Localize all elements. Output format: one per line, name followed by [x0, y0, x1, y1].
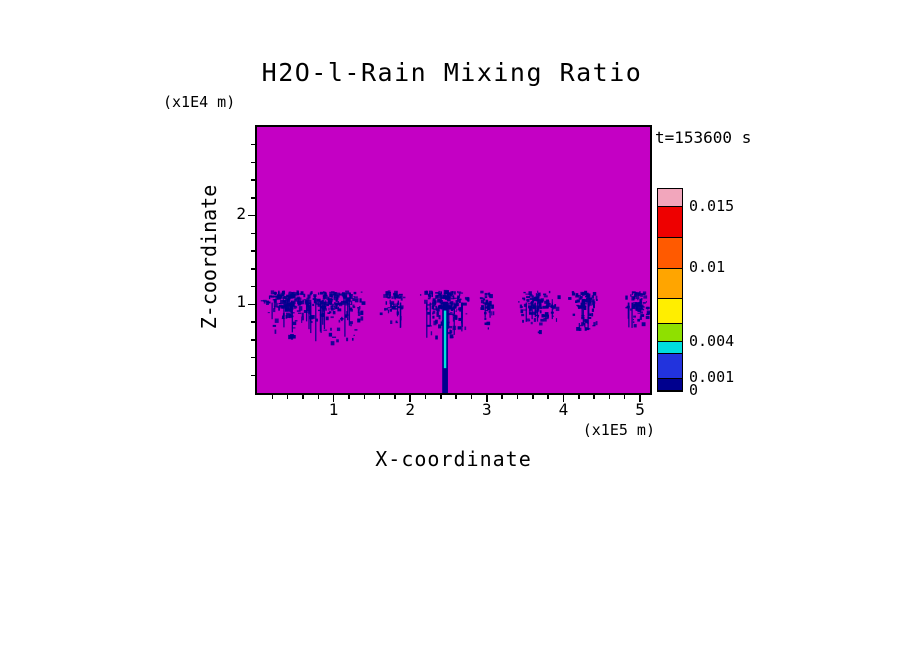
colorbar-segment: [658, 299, 682, 324]
colorbar-tick-label: 0.015: [689, 196, 735, 215]
z-minor-tick: [251, 285, 255, 288]
x-minor-tick: [547, 395, 549, 399]
colorbar-segment: [658, 342, 682, 354]
x-minor-tick: [317, 395, 320, 399]
colorbar-tick-label: 0.004: [689, 331, 735, 350]
colorbar-segment: [658, 189, 682, 207]
x-minor-tick: [440, 395, 442, 399]
x-minor-tick: [394, 395, 396, 399]
x-minor-tick: [593, 395, 595, 399]
x-minor-tick: [286, 395, 289, 399]
z-minor-tick: [251, 143, 255, 146]
x-major-tick: [486, 395, 488, 402]
x-tick-label: 2: [405, 400, 416, 419]
z-minor-tick: [251, 339, 255, 341]
field-background: [257, 127, 650, 393]
colorbar-segment: [658, 269, 682, 299]
x-tick-label: 1: [328, 400, 339, 419]
colorbar-tick-label: 0: [689, 380, 699, 399]
x-minor-tick: [578, 395, 580, 399]
x-minor-tick: [516, 395, 519, 399]
x-major-tick: [639, 395, 641, 402]
colorbar-segment: [658, 207, 682, 238]
x-minor-tick: [470, 395, 473, 399]
z-minor-tick: [251, 250, 255, 252]
colorbar-segment: [658, 238, 682, 269]
rain-streak-core: [443, 310, 447, 369]
z-major-tick: [248, 214, 255, 217]
rain-speckles: [260, 289, 650, 346]
x-minor-tick: [608, 395, 611, 399]
z-minor-tick: [251, 179, 255, 181]
x-minor-tick: [378, 395, 381, 399]
z-minor-tick: [251, 356, 255, 359]
z-tick-label: 2: [236, 203, 246, 223]
chart-title: H2O-l-Rain Mixing Ratio: [261, 58, 643, 87]
z-minor-tick: [251, 232, 255, 235]
x-minor-tick: [623, 395, 626, 399]
z-minor-tick: [251, 321, 255, 323]
x-major-tick: [332, 395, 335, 402]
plot-area: [255, 125, 652, 395]
x-minor-tick: [271, 395, 274, 399]
x-tick-label: 3: [481, 400, 492, 419]
colorbar-tick-label: 0.01: [689, 258, 726, 277]
x-minor-tick: [455, 395, 457, 399]
x-minor-tick: [363, 395, 365, 399]
x-minor-tick: [348, 395, 350, 399]
colorbar: [657, 188, 683, 392]
colorbar-segment: [658, 379, 682, 391]
x-minor-tick: [424, 395, 427, 399]
z-axis-units-label: (x1E4 m): [163, 93, 236, 111]
x-major-tick: [562, 395, 565, 402]
z-minor-tick: [251, 197, 255, 199]
x-minor-tick: [532, 395, 534, 399]
z-major-tick: [248, 303, 255, 306]
z-axis-title: Z-coordinate: [197, 184, 221, 330]
x-tick-label: 4: [558, 400, 569, 419]
x-tick-label: 5: [635, 400, 645, 419]
z-tick-label: 1: [236, 292, 246, 312]
colorbar-segment: [658, 324, 682, 342]
z-minor-tick: [251, 374, 255, 377]
x-major-tick: [409, 395, 411, 402]
x-axis-units-label: (x1E5 m): [582, 421, 655, 439]
timestamp-label: t=153600 s: [655, 128, 752, 147]
x-minor-tick: [302, 395, 304, 399]
colorbar-segment: [658, 354, 682, 379]
x-minor-tick: [501, 395, 503, 399]
z-minor-tick: [251, 161, 255, 164]
heatmap-canvas: [257, 127, 650, 393]
x-axis-title: X-coordinate: [375, 447, 532, 471]
colorbar-tick-label: 0.001: [689, 368, 735, 387]
z-minor-tick: [251, 268, 255, 270]
